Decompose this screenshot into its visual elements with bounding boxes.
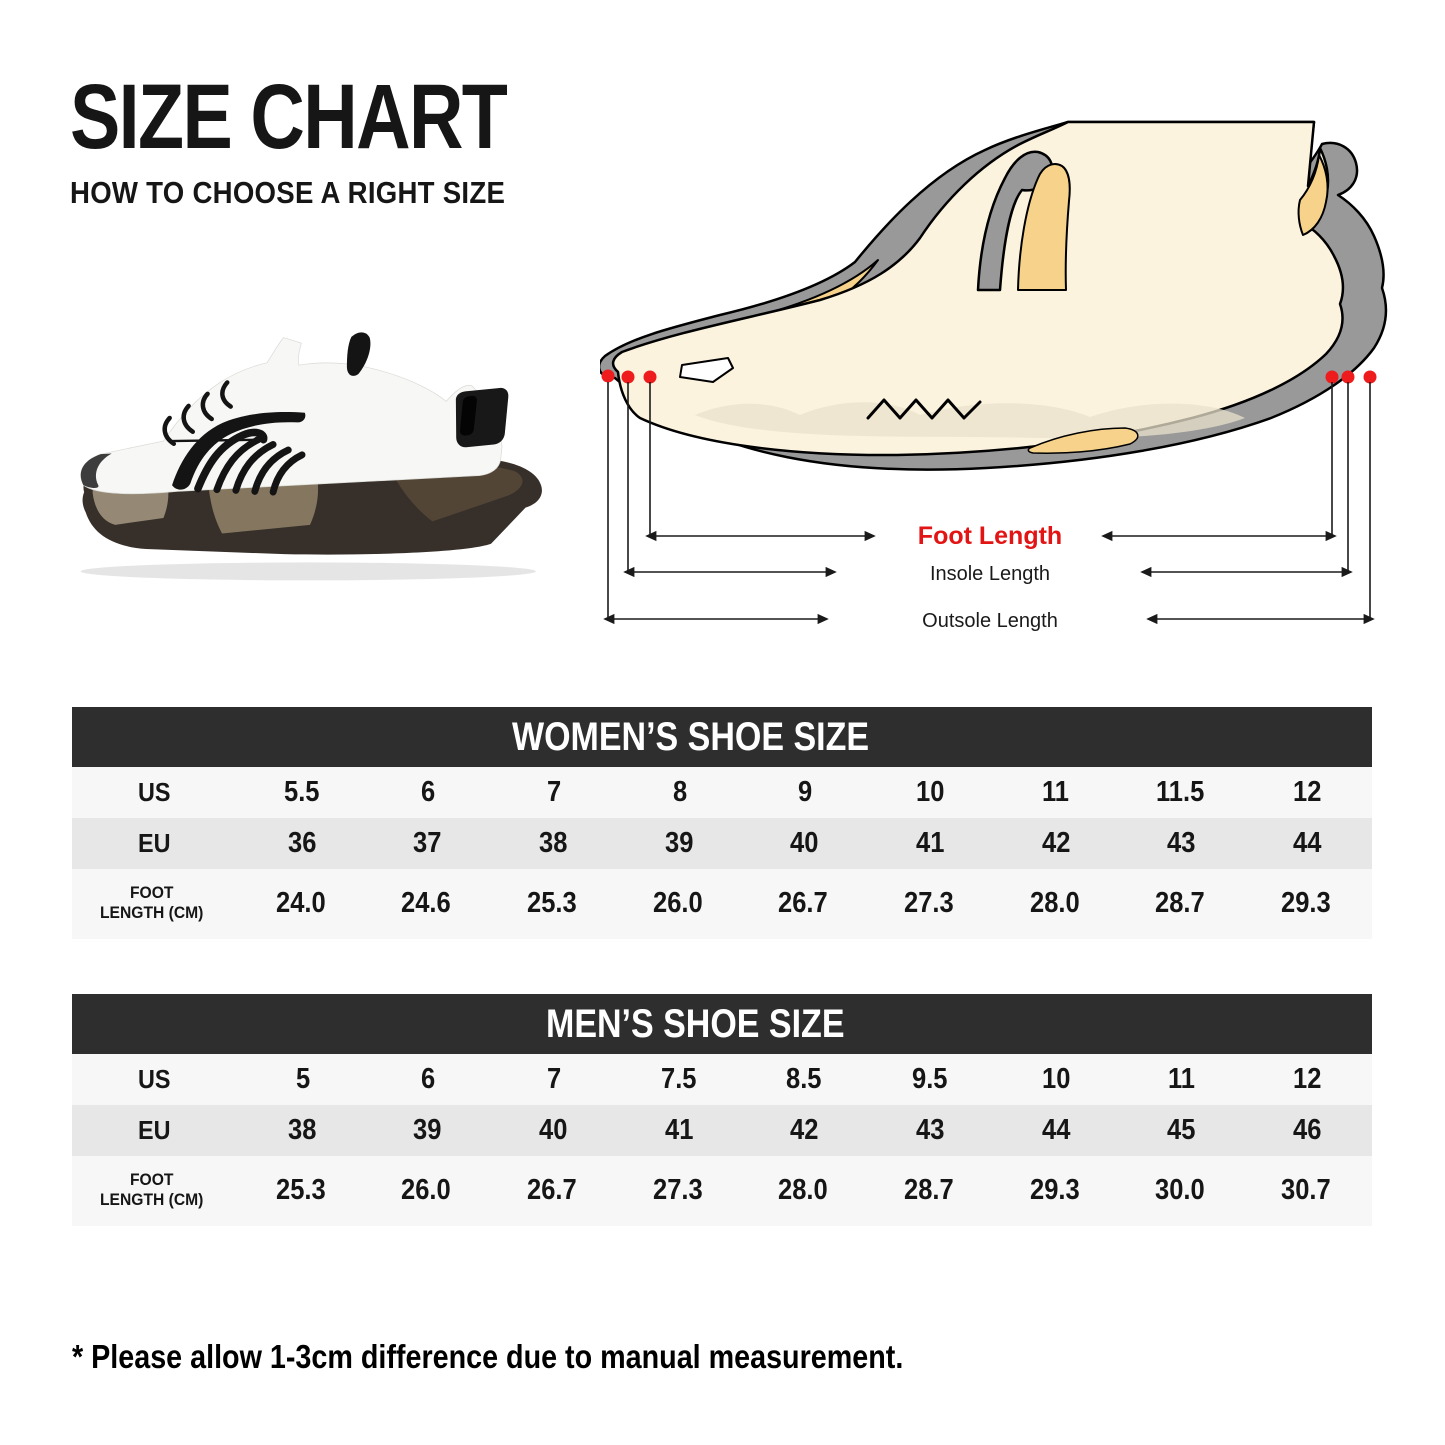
- svg-text:Outsole Length: Outsole Length: [922, 610, 1058, 632]
- svg-text:Foot Length: Foot Length: [918, 522, 1062, 550]
- svg-text:Insole Length: Insole Length: [930, 563, 1050, 585]
